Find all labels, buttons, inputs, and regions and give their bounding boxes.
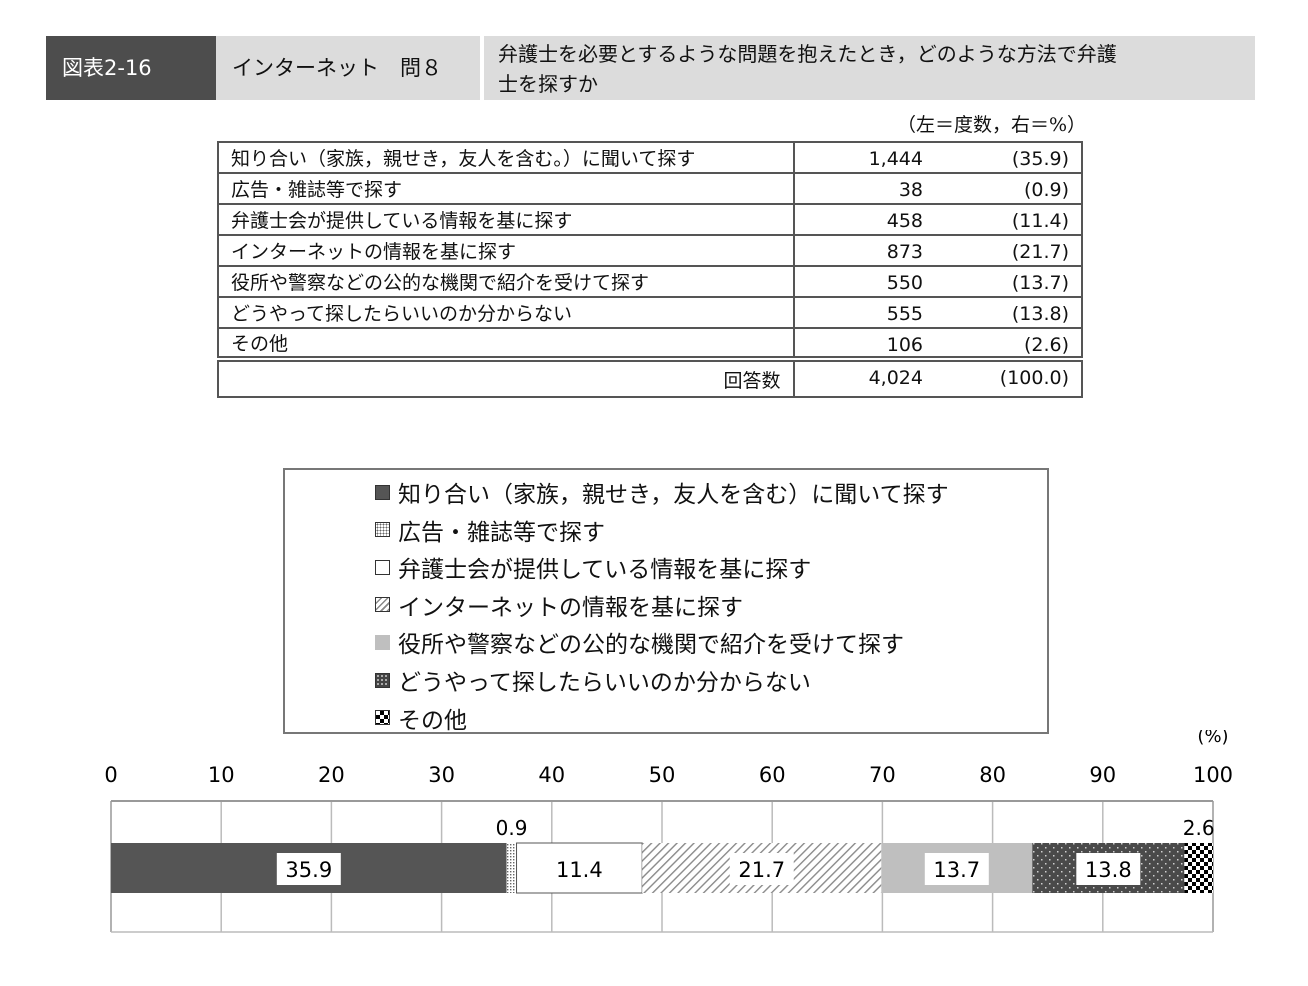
legend-swatch [375,634,390,650]
row-count: 873 [886,241,923,263]
x-tick-label: 40 [538,763,565,787]
section-label: インターネット 問８ [216,36,480,100]
x-tick-label: 100 [1193,763,1233,787]
legend-item: 役所や警察などの公的な機関で紹介を受けて探す [375,624,904,660]
row-percent: (35.9) [1011,148,1069,170]
data-label-box [924,853,989,885]
row-values: 873 (21.7) [792,234,1083,267]
legend-label: 知り合い（家族，親せき，友人を含む）に聞いて探す [398,482,949,508]
legend-label: どうやって探したらいいのか分からない [398,670,811,696]
row-label: どうやって探したらいいのか分からない [217,296,795,329]
row-values: 38 (0.9) [792,172,1083,205]
question-line-2: 士を探すか [498,72,598,96]
row-label: 役所や警察などの公的な機関で紹介を受けて探す [217,265,795,298]
legend-label: 役所や警察などの公的な機関で紹介を受けて探す [398,632,904,659]
legend-swatch [375,597,390,613]
legend-item: インターネットの情報を基に探す [375,587,743,623]
row-percent: (21.7) [1011,241,1069,263]
table-row: インターネットの情報を基に探す 873 (21.7) [217,234,1083,267]
question-line-1: 弁護士を必要とするような問題を抱えたとき，どのような方法で弁護 [498,42,1117,66]
row-values: 458 (11.4) [792,203,1083,236]
row-percent: (0.9) [1023,179,1069,201]
table-row: 弁護士会が提供している情報を基に探す 458 (11.4) [217,203,1083,236]
x-tick-label: 90 [1089,763,1116,787]
row-values: 555 (13.8) [792,296,1083,329]
row-values: 1,444 (35.9) [792,141,1083,174]
legend-swatch [375,710,390,726]
x-tick-label: 60 [759,763,786,787]
row-label: その他 [217,327,795,360]
row-percent: (100.0) [999,367,1069,389]
x-tick-label: 20 [318,763,345,787]
legend-item: 弁護士会が提供している情報を基に探す [375,549,811,585]
x-tick-label: 50 [649,763,676,787]
legend-label: その他 [398,707,467,734]
x-tick-label: 0 [104,763,117,787]
x-tick-label: 30 [428,763,455,787]
legend-label: 広告・雑誌等で探す [398,519,605,546]
row-label: 知り合い（家族，親せき，友人を含む。）に聞いて探す [217,141,795,174]
frequency-table: 知り合い（家族，親せき，友人を含む。）に聞いて探す 1,444 (35.9) 広告・雑… [217,141,1083,398]
row-label: 弁護士会が提供している情報を基に探す [217,203,795,236]
row-values: 550 (13.7) [792,265,1083,298]
legend-swatch [375,559,390,575]
x-tick-label: 70 [869,763,896,787]
data-label-box [276,853,341,885]
data-label-box [729,853,794,885]
data-label-box [547,853,612,885]
data-label: 35.9 [285,858,332,882]
legend-swatch [375,484,390,500]
legend-item: その他 [375,700,467,736]
data-label: 0.9 [496,816,528,840]
data-label: 13.7 [933,858,980,882]
bar-segment [1184,843,1213,893]
row-percent: (11.4) [1011,210,1069,232]
data-label: 2.6 [1183,816,1215,840]
row-count: 458 [886,210,923,232]
row-count: 1,444 [868,148,923,170]
data-label: 21.7 [738,858,785,882]
legend-label: インターネットの情報を基に探す [398,594,743,621]
legend-label: 弁護士会が提供している情報を基に探す [398,557,812,584]
legend-swatch [375,672,390,688]
row-count: 106 [886,334,923,356]
question-text: 弁護士を必要とするような問題を抱えたとき，どのような方法で弁護 士を探すか [484,36,1255,100]
figure-header: 図表2-16 インターネット 問８ 弁護士を必要とするような問題を抱えたとき，ど… [46,36,1255,100]
row-percent: (13.8) [1011,303,1069,325]
row-count: 550 [886,272,923,294]
row-count: 4,024 [868,367,923,389]
figure-number: 図表2-16 [46,36,216,100]
legend-item: 広告・雑誌等で探す [375,512,605,548]
legend-item: どうやって探したらいいのか分からない [375,662,811,698]
bar-segment [506,843,517,893]
table-row: 知り合い（家族，親せき，友人を含む。）に聞いて探す 1,444 (35.9) [217,141,1083,174]
table-row: 広告・雑誌等で探す 38 (0.9) [217,172,1083,205]
row-values: 106 (2.6) [792,327,1083,360]
table-row: その他 106 (2.6) [217,327,1083,360]
row-label: インターネットの情報を基に探す [217,234,795,267]
row-label: 広告・雑誌等で探す [217,172,795,205]
row-count: 38 [898,179,923,201]
table-row: 役所や警察などの公的な機関で紹介を受けて探す 550 (13.7) [217,265,1083,298]
row-percent: (2.6) [1023,334,1069,356]
x-tick-label: 10 [208,763,235,787]
data-label: 13.8 [1085,858,1132,882]
table-row: どうやって探したらいいのか分からない 555 (13.8) [217,296,1083,329]
row-label: 回答数 [217,356,795,398]
legend-item: 知り合い（家族，親せき，友人を含む）に聞いて探す [375,474,949,510]
data-label: 11.4 [556,858,603,882]
row-count: 555 [886,303,923,325]
chart-legend: 知り合い（家族，親せき，友人を含む）に聞いて探す 広告・雑誌等で探す弁護士会が提供… [283,468,1049,734]
row-values: 4,024 (100.0) [792,356,1083,398]
legend-swatch [375,522,390,538]
unit-label: (%) [1197,730,1228,747]
table-unit-note: （左＝度数，右＝%） [896,114,1086,136]
table-total-row: 回答数 4,024 (100.0) [217,356,1083,398]
x-tick-label: 80 [979,763,1006,787]
data-label-box [1076,853,1141,885]
row-percent: (13.7) [1011,272,1069,294]
stacked-bar-chart: (%) 0 10 20 30 40 50 60 70 80 90 100 35.9 0.9 11.4 21.7… [104,730,1233,933]
